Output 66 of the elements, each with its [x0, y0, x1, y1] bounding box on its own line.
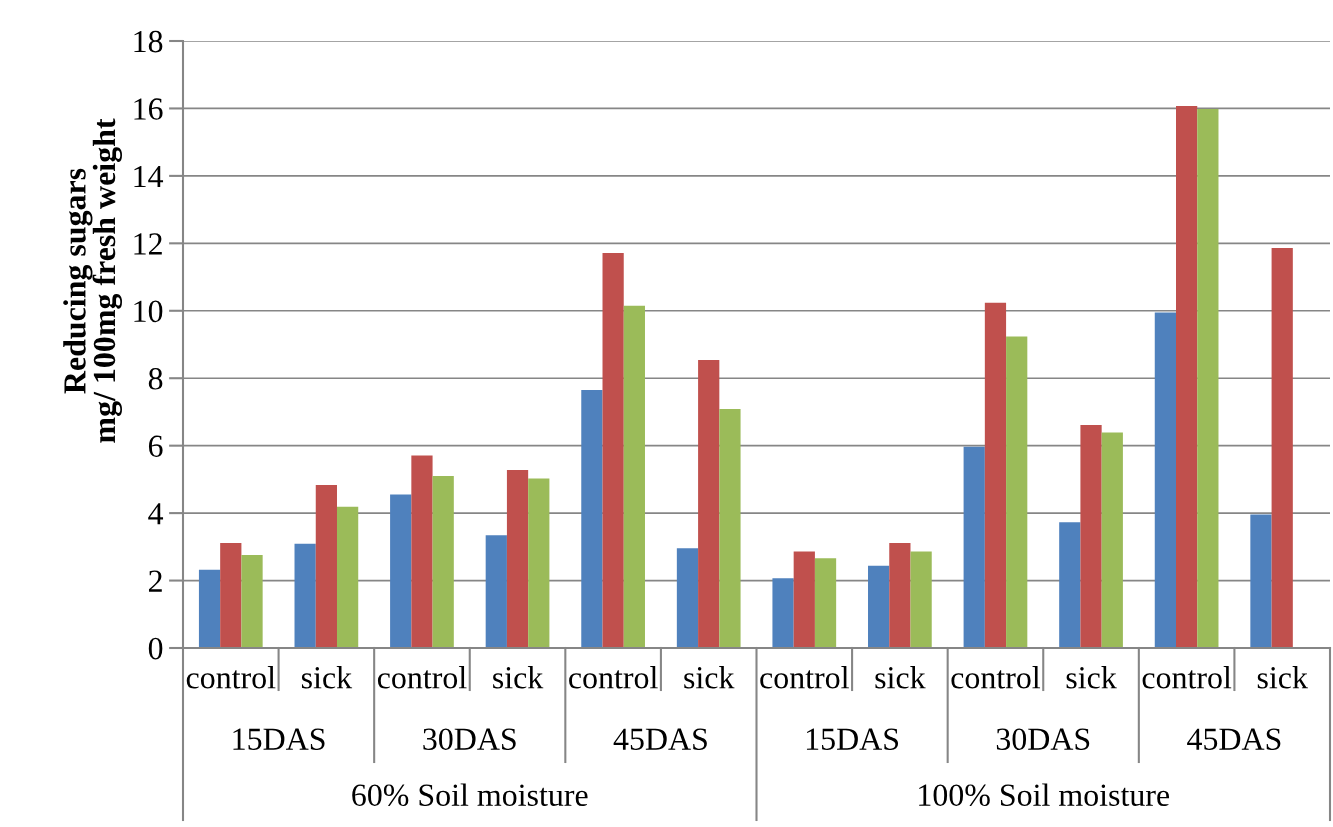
bar	[676, 548, 699, 648]
text: 45DAS	[1187, 728, 1281, 750]
x-tick-label: sick	[1066, 666, 1117, 689]
y-tick-label: 14	[134, 165, 164, 187]
x-tick-label: control	[951, 666, 1041, 689]
bar	[390, 494, 412, 648]
bar	[241, 554, 263, 648]
bar	[1176, 106, 1198, 648]
bar	[1154, 312, 1176, 648]
bar	[889, 543, 911, 648]
text: 30DAS	[423, 728, 516, 750]
y-tick-label: 18	[134, 30, 163, 53]
bar	[337, 506, 359, 648]
y-tick-label: 8	[148, 368, 163, 390]
bar	[432, 476, 454, 648]
bar	[528, 478, 550, 648]
x-tick-label: sick	[684, 666, 735, 689]
bar	[1080, 425, 1102, 648]
bar	[1006, 336, 1028, 648]
bar	[1271, 248, 1293, 648]
bar	[963, 446, 985, 648]
bar	[1197, 109, 1219, 648]
text: 15DAS	[806, 728, 899, 750]
bar	[1101, 432, 1123, 648]
y-axis-title: Reducing sugars mg/ 100mg fresh weight	[63, 118, 122, 443]
x-tick-label: control	[1142, 666, 1232, 689]
bar	[623, 305, 645, 648]
bar	[485, 535, 507, 648]
x-tick-label: sick	[875, 666, 926, 689]
bar	[506, 469, 529, 648]
x-tick-label: sick	[1257, 666, 1308, 689]
bar	[910, 551, 932, 648]
bar	[198, 569, 221, 648]
bar	[719, 408, 741, 648]
bar	[1059, 522, 1081, 648]
text: 100% Soil moisture	[919, 783, 1170, 807]
y-tick-label: 10	[134, 300, 163, 323]
x-tick-label: control	[760, 666, 849, 689]
text: 15DAS	[233, 728, 325, 750]
bar	[984, 302, 1007, 648]
y-tick-label: 0	[148, 637, 163, 660]
bar	[772, 578, 794, 648]
bar	[294, 543, 316, 648]
bar	[411, 455, 433, 648]
text: 45DAS	[613, 728, 707, 750]
bar	[602, 253, 624, 648]
text: 60% Soil moisture	[352, 783, 588, 807]
x-tick-label: sick	[301, 666, 353, 689]
x-tick-label: control	[569, 666, 658, 689]
bar	[581, 390, 603, 648]
bar	[698, 360, 720, 648]
x-tick-label: control	[186, 666, 276, 689]
y-tick-label: 4	[148, 503, 164, 525]
bar	[315, 485, 337, 648]
bar	[220, 543, 242, 648]
bar	[814, 558, 837, 648]
bar	[868, 565, 890, 648]
bar	[793, 551, 815, 648]
x-tick-label: sick	[493, 666, 544, 689]
y-tick-label: 16	[134, 98, 163, 120]
text: 30DAS	[996, 728, 1090, 750]
bar	[1250, 514, 1272, 648]
y-tick-label: 6	[148, 435, 163, 458]
x-tick-label: control	[377, 666, 467, 689]
y-tick-label: 2	[148, 570, 162, 592]
y-tick-label: 12	[134, 233, 162, 255]
